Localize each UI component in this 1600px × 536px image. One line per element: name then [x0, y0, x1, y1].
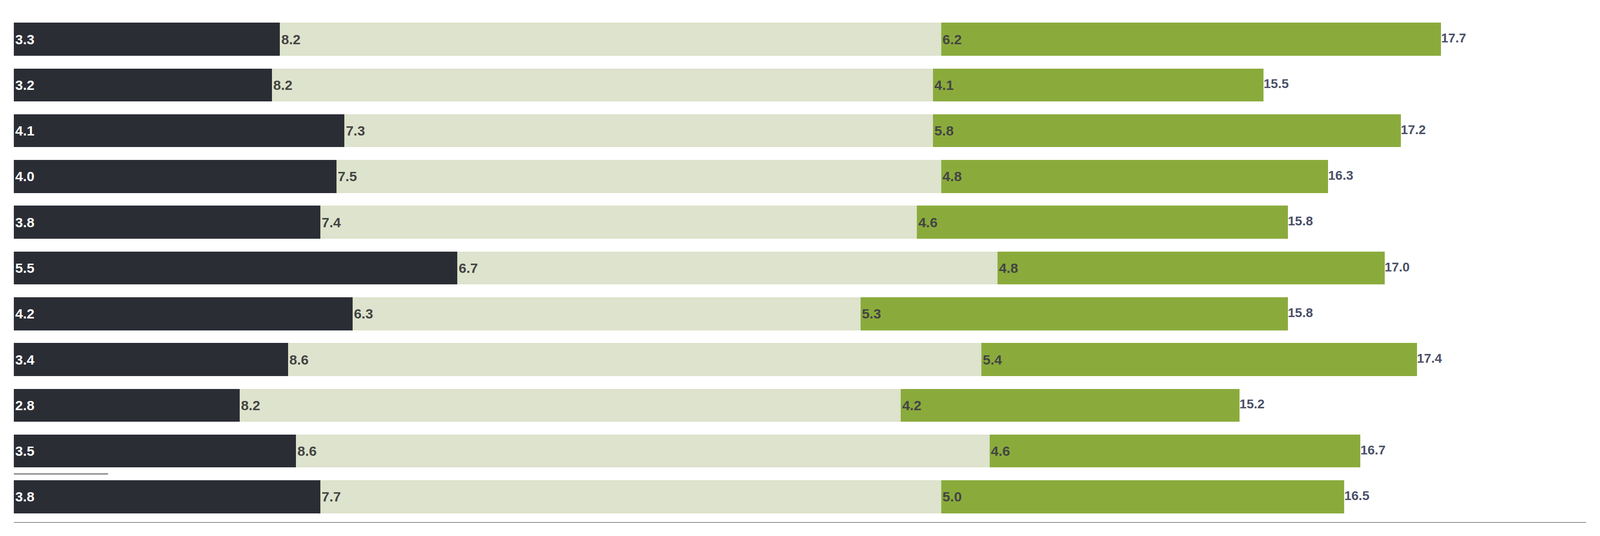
svg-text:4.8: 4.8 — [942, 168, 963, 184]
svg-text:4.0: 4.0 — [15, 168, 35, 184]
svg-text:4.6: 4.6 — [918, 214, 938, 231]
svg-text:3.8: 3.8 — [15, 489, 35, 505]
svg-text:4.2: 4.2 — [15, 306, 35, 322]
svg-text:3.3: 3.3 — [15, 31, 35, 48]
svg-text:17.4: 17.4 — [1416, 351, 1443, 366]
svg-text:4.1: 4.1 — [15, 123, 35, 139]
svg-text:15.8: 15.8 — [1287, 305, 1314, 320]
svg-text:16.5: 16.5 — [1344, 488, 1370, 503]
svg-text:8.2: 8.2 — [241, 397, 261, 414]
svg-text:5.8: 5.8 — [934, 123, 954, 139]
svg-text:7.4: 7.4 — [321, 214, 342, 231]
svg-text:8.2: 8.2 — [273, 77, 293, 93]
svg-text:7.7: 7.7 — [321, 489, 342, 505]
svg-text:8.2: 8.2 — [281, 31, 301, 48]
svg-text:8.6: 8.6 — [297, 443, 317, 459]
svg-text:3.5: 3.5 — [15, 443, 35, 459]
svg-text:15.5: 15.5 — [1263, 76, 1289, 91]
svg-text:17.7: 17.7 — [1440, 30, 1467, 46]
svg-text:6.3: 6.3 — [354, 306, 374, 322]
svg-text:8.6: 8.6 — [289, 352, 309, 368]
svg-text:6.7: 6.7 — [458, 260, 479, 276]
svg-text:4.8: 4.8 — [998, 260, 1019, 276]
svg-text:7.3: 7.3 — [345, 123, 366, 139]
svg-text:7.5: 7.5 — [337, 168, 358, 184]
svg-text:4.2: 4.2 — [902, 397, 922, 414]
svg-text:15.2: 15.2 — [1239, 396, 1265, 412]
svg-text:17.2: 17.2 — [1400, 122, 1427, 137]
svg-text:5.5: 5.5 — [15, 260, 35, 276]
svg-text:5.3: 5.3 — [861, 306, 882, 322]
svg-text:2.8: 2.8 — [15, 397, 35, 414]
svg-text:17.0: 17.0 — [1384, 259, 1411, 275]
svg-text:3.4: 3.4 — [15, 352, 35, 368]
svg-text:6.2: 6.2 — [942, 31, 963, 48]
svg-text:4.6: 4.6 — [991, 443, 1011, 459]
svg-text:5.0: 5.0 — [942, 489, 963, 505]
svg-text:4.1: 4.1 — [934, 77, 954, 93]
svg-text:15.8: 15.8 — [1287, 213, 1314, 229]
svg-text:3.8: 3.8 — [15, 214, 35, 231]
svg-text:16.3: 16.3 — [1328, 168, 1354, 183]
svg-text:3.2: 3.2 — [15, 77, 35, 93]
svg-text:5.4: 5.4 — [982, 352, 1003, 368]
svg-text:16.7: 16.7 — [1360, 442, 1386, 458]
